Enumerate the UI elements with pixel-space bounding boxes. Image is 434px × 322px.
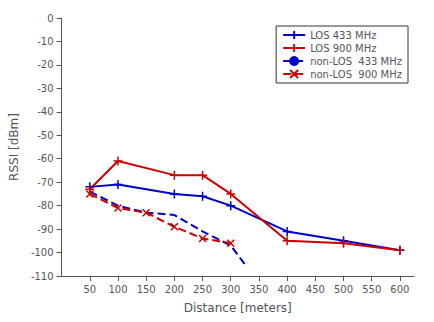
svg-text:non-LOS 433 MHz: non-LOS 433 MHz	[310, 56, 402, 67]
svg-text:RSSI [dBm]: RSSI [dBm]	[7, 113, 21, 181]
svg-text:500: 500	[334, 284, 353, 295]
svg-text:-80: -80	[37, 200, 53, 211]
svg-text:250: 250	[193, 284, 212, 295]
svg-text:Distance [meters]: Distance [meters]	[184, 301, 292, 315]
svg-text:-30: -30	[37, 83, 53, 94]
svg-text:300: 300	[221, 284, 240, 295]
svg-text:200: 200	[165, 284, 184, 295]
svg-text:450: 450	[306, 284, 325, 295]
svg-text:150: 150	[137, 284, 156, 295]
svg-text:-100: -100	[31, 247, 54, 258]
svg-text:-70: -70	[37, 177, 53, 188]
svg-text:-60: -60	[37, 153, 53, 164]
svg-text:0: 0	[47, 13, 53, 24]
svg-text:-20: -20	[37, 59, 53, 70]
svg-text:400: 400	[278, 284, 297, 295]
svg-text:-110: -110	[31, 271, 54, 282]
svg-text:-90: -90	[37, 224, 53, 235]
svg-text:600: 600	[390, 284, 409, 295]
svg-text:550: 550	[362, 284, 381, 295]
svg-text:LOS 433 MHz: LOS 433 MHz	[310, 30, 376, 41]
svg-text:-50: -50	[37, 130, 53, 141]
svg-text:50: 50	[83, 284, 96, 295]
svg-text:non-LOS 900 MHz: non-LOS 900 MHz	[310, 69, 402, 80]
svg-text:350: 350	[249, 284, 268, 295]
svg-text:LOS 900 MHz: LOS 900 MHz	[310, 43, 376, 54]
svg-text:-10: -10	[37, 36, 53, 47]
svg-text:100: 100	[108, 284, 127, 295]
svg-text:-40: -40	[37, 106, 53, 117]
